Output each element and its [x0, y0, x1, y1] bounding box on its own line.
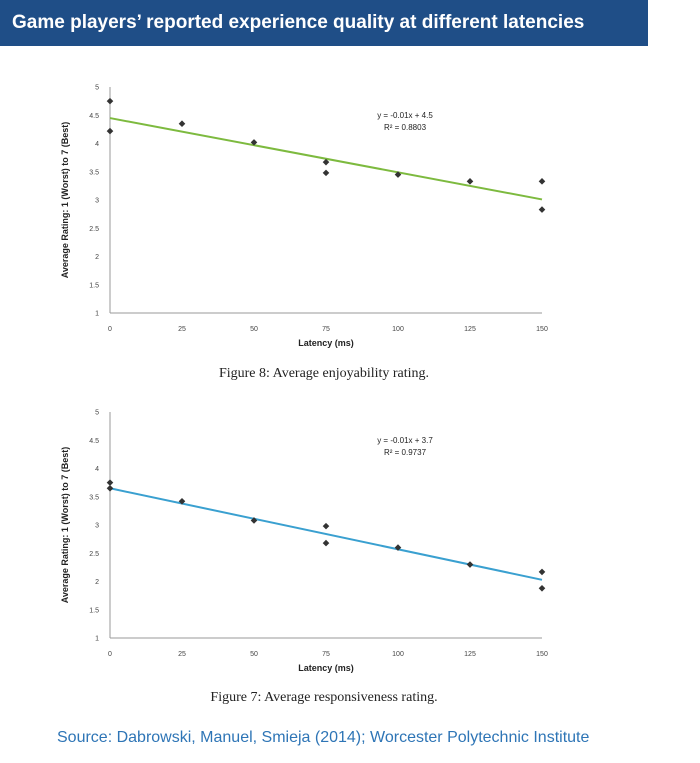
trendline-equation: y = -0.01x + 3.7 — [377, 436, 433, 445]
data-point — [106, 479, 114, 486]
data-point — [394, 544, 402, 551]
x-tick-label: 0 — [108, 651, 112, 658]
x-tick-label: 25 — [178, 651, 186, 658]
responsiveness-chart: 11.522.533.544.550 25 50 75 100 125 150Latency… — [60, 410, 548, 674]
x-axis-label: Latency (ms) — [298, 338, 354, 348]
data-point — [250, 517, 258, 524]
y-tick-label: 3 — [95, 523, 99, 530]
r-squared-label: R² = 0.8803 — [384, 123, 427, 132]
enjoyability-chart: 11.522.533.544.550 25 50 75 100 125 150Latency… — [60, 85, 548, 349]
x-tick-label: 100 — [392, 326, 404, 333]
y-tick-label: 4 — [95, 141, 99, 148]
y-tick-label: 1 — [95, 636, 99, 643]
y-axis-label: Average Rating: 1 (Worst) to 7 (Best) — [60, 447, 70, 604]
y-tick-label: 2 — [95, 579, 99, 586]
y-tick-label: 5 — [95, 410, 99, 417]
y-tick-label: 2 — [95, 254, 99, 261]
trend-line — [109, 117, 543, 201]
y-tick-label: 4 — [95, 466, 99, 473]
x-tick-label: 0 — [108, 326, 112, 333]
data-point — [106, 97, 114, 105]
y-tick-label: 4.5 — [89, 438, 99, 445]
x-axis-label: Latency (ms) — [298, 663, 354, 673]
data-point — [466, 561, 474, 568]
figure-8-caption: Figure 8: Average enjoyability rating. — [218, 366, 430, 381]
data-point — [538, 584, 546, 592]
figure-7-caption: Figure 7: Average responsiveness rating. — [210, 690, 438, 705]
source-citation: Source: Dabrowski, Manuel, Smieja (2014)… — [57, 729, 590, 746]
x-tick-label: 50 — [250, 326, 258, 333]
y-tick-label: 1 — [95, 311, 99, 318]
x-tick-label: 25 — [178, 326, 186, 333]
y-tick-label: 5 — [95, 85, 99, 92]
x-tick-label: 150 — [536, 326, 548, 333]
y-tick-label: 3 — [95, 198, 99, 205]
r-squared-label: R² = 0.9737 — [384, 448, 427, 457]
x-tick-label: 75 — [322, 326, 330, 333]
data-point — [538, 568, 546, 576]
x-tick-label: 150 — [536, 651, 548, 658]
header-banner: Game players’ reported experience qualit… — [0, 0, 648, 46]
y-tick-label: 2.5 — [89, 226, 99, 233]
data-point — [466, 178, 474, 185]
data-point — [106, 127, 114, 135]
trend-line — [109, 487, 543, 581]
data-point — [322, 522, 330, 530]
y-axis-label: Average Rating: 1 (Worst) to 7 (Best) — [60, 122, 70, 279]
data-point — [178, 120, 186, 128]
data-point — [322, 539, 330, 547]
trendline-equation: y = -0.01x + 4.5 — [377, 111, 433, 120]
data-point — [322, 169, 330, 177]
x-tick-label: 100 — [392, 651, 404, 658]
data-point — [106, 484, 114, 492]
y-tick-label: 4.5 — [89, 113, 99, 120]
y-tick-label: 1.5 — [89, 607, 99, 614]
data-point — [538, 206, 546, 213]
x-tick-label: 125 — [464, 326, 476, 333]
y-tick-label: 3.5 — [89, 494, 99, 501]
x-tick-label: 125 — [464, 651, 476, 658]
data-point — [250, 139, 258, 146]
y-tick-label: 3.5 — [89, 169, 99, 176]
y-tick-label: 2.5 — [89, 551, 99, 558]
x-tick-label: 50 — [250, 651, 258, 658]
y-tick-label: 1.5 — [89, 282, 99, 289]
page-title: Game players’ reported experience qualit… — [12, 12, 585, 33]
data-point — [538, 178, 546, 185]
x-tick-label: 75 — [322, 651, 330, 658]
